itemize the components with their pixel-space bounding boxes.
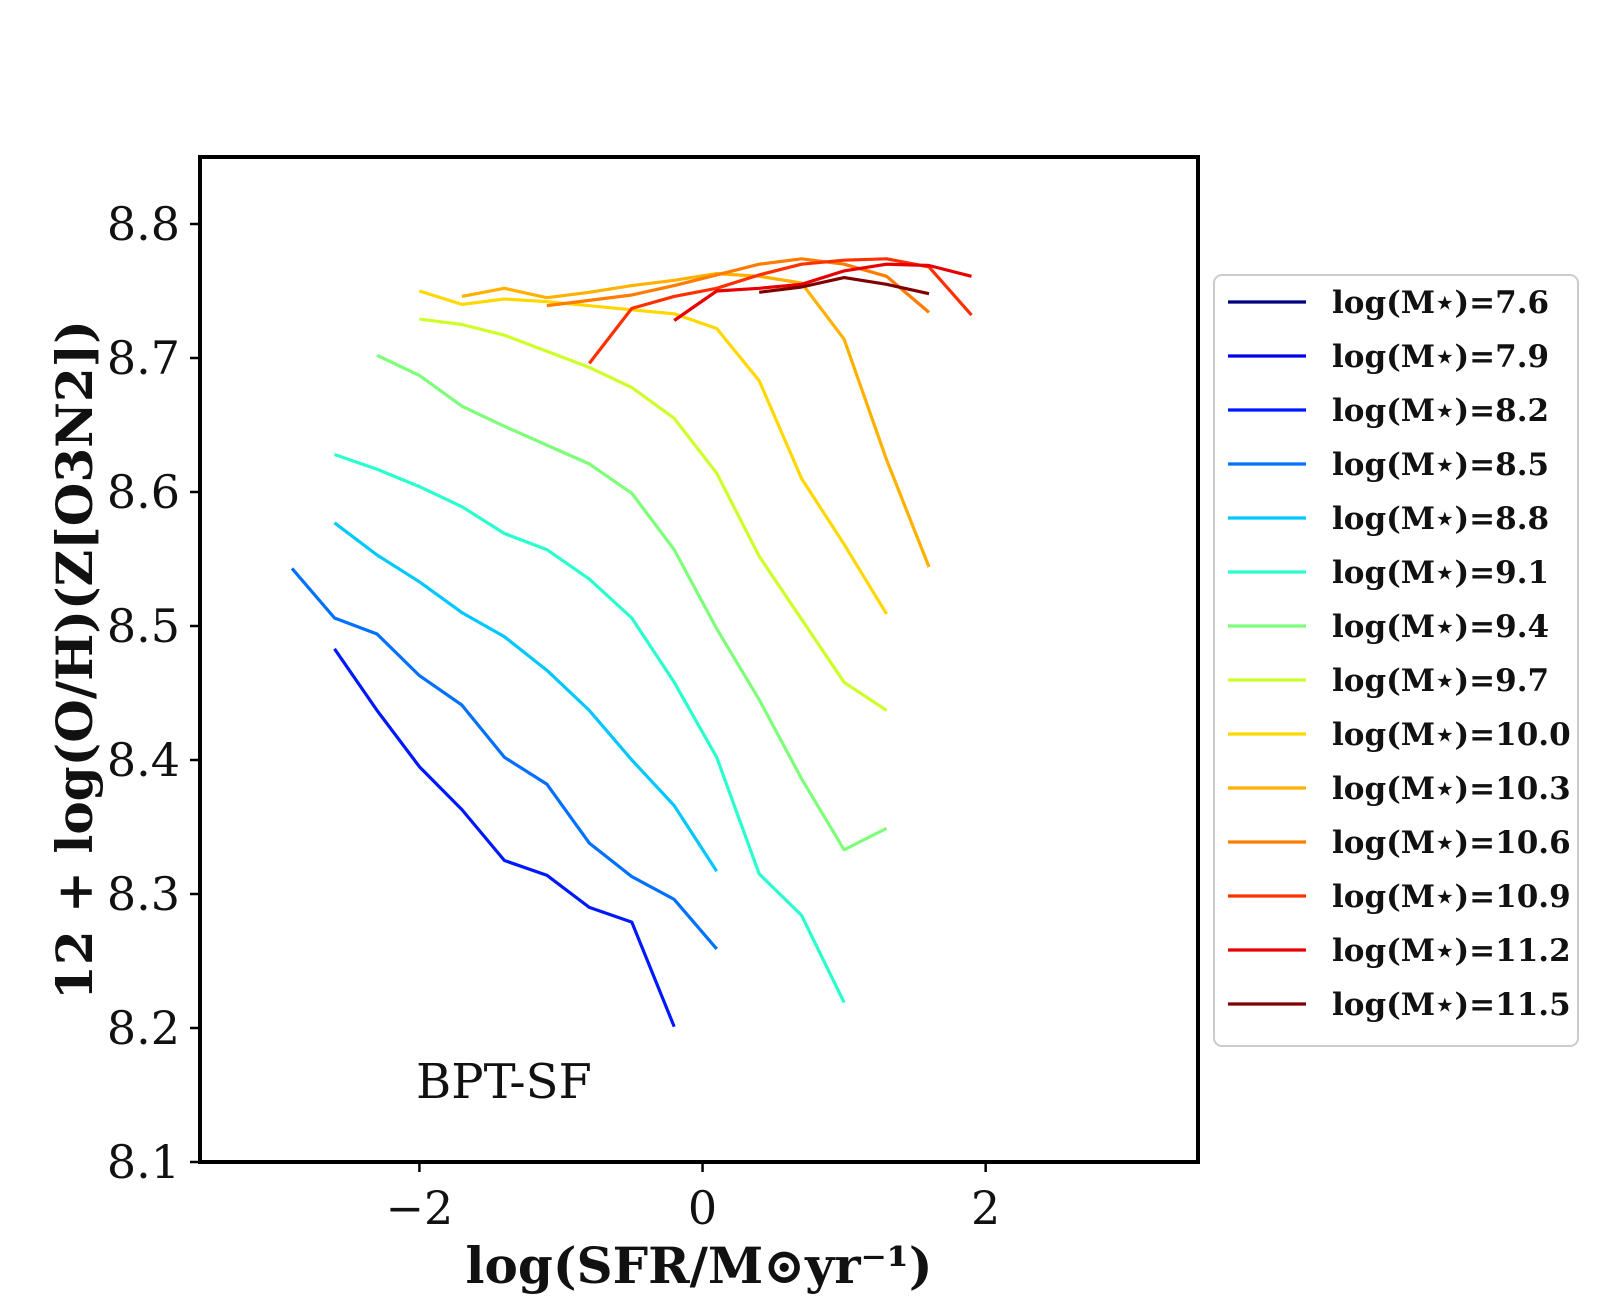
series-line-2 [333,647,676,1028]
series-line-4 [333,521,719,873]
legend-label: log(M⋆)=7.6 [1332,285,1549,321]
legend-label: log(M⋆)=10.3 [1332,771,1571,807]
legend-label: log(M⋆)=11.5 [1332,987,1571,1023]
y-tick-label: 8.5 [107,599,180,653]
legend-label: log(M⋆)=8.2 [1332,393,1549,429]
legend-box [1213,274,1579,1047]
bpt-sf-annotation: BPT-SF [416,1054,592,1110]
legend-label: log(M⋆)=8.8 [1332,501,1549,537]
series-line-7 [419,317,888,712]
legend-label: log(M⋆)=10.9 [1332,879,1571,915]
y-tick-label: 8.2 [107,1001,180,1055]
y-tick-label: 8.1 [107,1135,180,1189]
series-line-9 [461,272,931,568]
legend-label: log(M⋆)=9.1 [1332,555,1549,591]
y-tick-label: 8.7 [107,331,180,385]
series-line-5 [333,452,846,1004]
y-tick-label: 8.6 [107,465,180,519]
legend-label: log(M⋆)=8.5 [1332,447,1549,483]
x-tick-label: 0 [688,1181,717,1235]
series-line-10 [546,257,931,314]
series-layer [290,257,973,1028]
y-tick-label: 8.3 [107,867,180,921]
series-line-6 [376,353,888,852]
legend: log(M⋆)=7.6 log(M⋆)=7.9 log(M⋆)=8.2 log(M⋆)… [1213,274,1579,1047]
y-axis-title: 12 + log(O/H)(Z[O3N2]) [45,320,104,1000]
series-line-8 [418,289,888,615]
series-line-3 [290,567,718,950]
legend-label: log(M⋆)=9.7 [1332,663,1549,699]
y-tick-label: 8.8 [107,197,180,251]
series-line-13 [759,276,930,296]
legend-label: log(M⋆)=11.2 [1332,933,1571,969]
series-line-11 [588,257,973,365]
y-tick-label: 8.4 [107,733,180,787]
legend-label: log(M⋆)=10.0 [1332,717,1571,753]
x-tick-label: −2 [386,1181,454,1235]
legend-label: log(M⋆)=7.9 [1332,339,1549,375]
plot-frame [198,155,1200,1164]
x-axis-title: log(SFR/M⊙yr⁻¹) [466,1236,933,1295]
legend-label: log(M⋆)=9.4 [1332,609,1549,645]
tick-layer: −2 0 2 8.1 8.2 8.3 8.4 8.5 8.6 8.7 8.8 [107,197,1000,1235]
legend-label: log(M⋆)=10.6 [1332,825,1571,861]
x-tick-label: 2 [971,1181,1000,1235]
series-line-12 [673,262,972,322]
